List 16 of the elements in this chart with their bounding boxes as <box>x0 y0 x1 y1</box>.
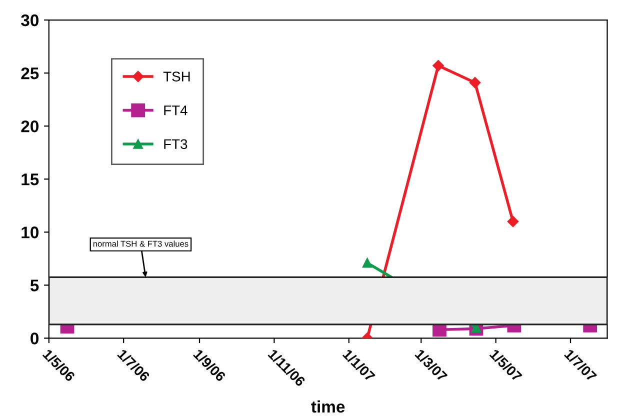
y-tick-label: 30 <box>21 14 38 26</box>
x-axis-title: time <box>311 400 345 413</box>
point <box>507 216 519 228</box>
y-tick-label: 25 <box>21 67 39 80</box>
point <box>469 76 481 88</box>
y-tick-label: 5 <box>30 280 39 292</box>
annotation: normal TSH & FT3 values <box>93 240 188 247</box>
y-tick-label: 15 <box>22 174 39 186</box>
point <box>362 258 372 268</box>
legend-label: FT3 <box>164 139 188 150</box>
y-tick-label: 0 <box>30 332 38 344</box>
y-tick-label: 10 <box>22 226 38 238</box>
legend-label: FT4 <box>164 106 188 116</box>
point <box>432 60 444 72</box>
y-tick-label: 20 <box>21 120 38 132</box>
legend-label: TSH <box>163 72 190 82</box>
